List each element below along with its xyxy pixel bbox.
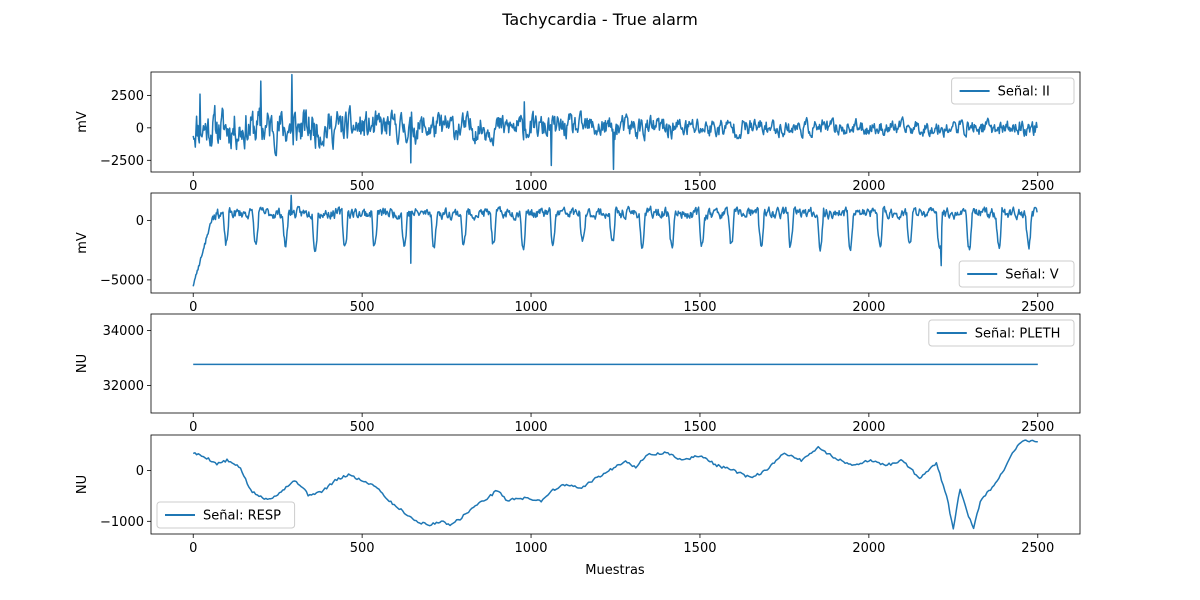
legend-box <box>951 77 1075 105</box>
y-tick-label: −1000 <box>100 515 144 530</box>
y-tick-label: −2500 <box>100 154 144 169</box>
legend: Señal: PLETH <box>928 319 1075 347</box>
y-tick-label: 2500 <box>111 89 144 104</box>
subplots: 0 500 1000 1500 2000 2500 −2500 0 2500 mV Señal: I… <box>75 71 1081 556</box>
legend: Señal: V <box>958 260 1075 288</box>
y-axis-label: NU <box>75 475 90 494</box>
x-tick-label: 0 <box>189 179 197 194</box>
axes-frame <box>150 192 1081 294</box>
x-tick-label: 0 <box>189 420 197 435</box>
subplot-ii: 0 500 1000 1500 2000 2500 −2500 0 2500 mV Señal: I… <box>75 71 1081 194</box>
x-tick-label: 1000 <box>514 420 547 435</box>
x-tick-label: 500 <box>350 179 375 194</box>
axes-frame <box>150 313 1081 414</box>
x-tick-label: 1500 <box>683 179 716 194</box>
y-tick-label: 0 <box>136 121 144 136</box>
subplot-resp: 0 500 1000 1500 2000 2500 −1000 0 NU Señal: RESP <box>75 434 1081 556</box>
x-tick-label: 1500 <box>683 300 716 315</box>
legend-label: Señal: V <box>1005 268 1059 283</box>
legend-box <box>958 260 1075 288</box>
legend-label: Señal: RESP <box>203 509 281 524</box>
x-tick-label: 2500 <box>1021 420 1054 435</box>
y-tick-label: 34000 <box>103 324 144 339</box>
subplot-pleth: 0 500 1000 1500 2000 2500 32000 34000 NU Señal: P… <box>75 313 1081 435</box>
y-tick-label: 32000 <box>103 379 144 394</box>
x-tick-label: 500 <box>350 541 375 556</box>
y-axis-label: mV <box>75 232 90 254</box>
series-line-v <box>192 194 1038 287</box>
y-axis-label: mV <box>75 111 90 133</box>
legend: Señal: II <box>951 77 1075 105</box>
figure-title: Tachycardia - True alarm <box>501 10 698 29</box>
x-tick-label: 0 <box>189 541 197 556</box>
y-tick-label: 0 <box>136 214 144 229</box>
legend: Señal: RESP <box>156 501 296 529</box>
x-tick-label: 2000 <box>852 541 885 556</box>
legend-box <box>928 319 1075 347</box>
x-axis-label: Muestras <box>585 563 645 578</box>
legend-box <box>156 501 296 529</box>
x-tick-label: 1500 <box>683 541 716 556</box>
x-tick-label: 2500 <box>1021 179 1054 194</box>
y-axis-label: NU <box>75 354 90 373</box>
series-line-ii <box>192 73 1038 171</box>
y-tick-label: 0 <box>136 464 144 479</box>
x-tick-label: 1500 <box>683 420 716 435</box>
subplot-v: 0 500 1000 1500 2000 2500 −5000 0 mV Señal: V <box>75 192 1081 315</box>
legend-label: Señal: PLETH <box>975 327 1061 342</box>
axes-frame <box>150 434 1081 535</box>
x-tick-label: 0 <box>189 300 197 315</box>
x-tick-label: 2000 <box>852 420 885 435</box>
x-tick-label: 500 <box>350 300 375 315</box>
legend-label: Señal: II <box>998 85 1050 100</box>
axes-frame <box>150 71 1081 173</box>
x-tick-label: 1000 <box>514 179 547 194</box>
series-line-resp <box>192 439 1038 530</box>
x-tick-label: 1000 <box>514 300 547 315</box>
y-tick-label: −5000 <box>100 273 144 288</box>
x-tick-label: 2000 <box>852 300 885 315</box>
x-tick-label: 2000 <box>852 179 885 194</box>
x-tick-label: 2500 <box>1021 300 1054 315</box>
x-tick-label: 1000 <box>514 541 547 556</box>
x-tick-label: 2500 <box>1021 541 1054 556</box>
x-tick-label: 500 <box>350 420 375 435</box>
